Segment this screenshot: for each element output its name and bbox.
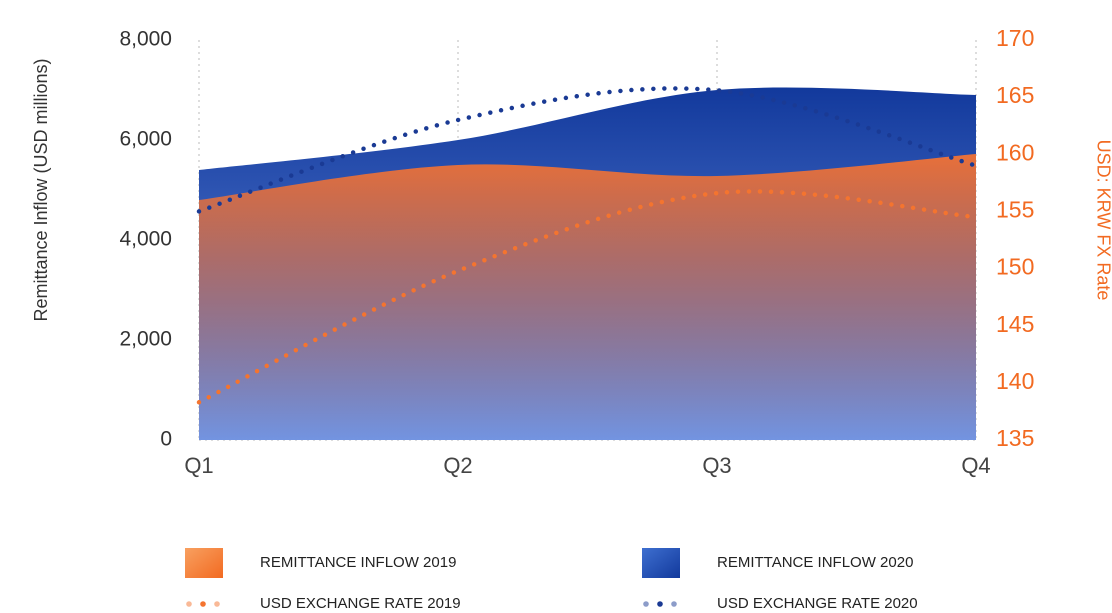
- line: [196, 189, 979, 405]
- legend-swatch: [186, 601, 192, 607]
- x-tick-label: Q1: [184, 453, 213, 478]
- y-tick-label: 6,000: [119, 128, 172, 151]
- y2-axis-label: USD: KRW FX Rate: [1093, 140, 1112, 301]
- area: [199, 154, 976, 440]
- y2-tick-label: 150: [996, 254, 1034, 280]
- legend-swatch: [657, 601, 663, 607]
- legend-label: REMITTANCE INFLOW 2019: [260, 554, 456, 571]
- line: [196, 86, 979, 214]
- legend-label: USD EXCHANGE RATE 2019: [260, 595, 461, 612]
- y-tick-label: 2,000: [119, 328, 172, 351]
- legend-label: REMITTANCE INFLOW 2020: [717, 554, 913, 571]
- y-tick-label: 8,000: [119, 28, 172, 51]
- legend-swatch: [642, 548, 680, 578]
- y-axis-label: Remittance Inflow (USD millions): [31, 58, 51, 321]
- legend-swatch: [185, 548, 223, 578]
- legend-swatch: [671, 601, 677, 607]
- y2-tick-label: 165: [996, 82, 1034, 108]
- legend-swatch: [214, 601, 220, 607]
- y-tick-label: 0: [160, 428, 172, 451]
- y2-tick-label: 170: [996, 25, 1034, 51]
- legend-swatch: [643, 601, 649, 607]
- x-tick-label: Q3: [702, 453, 731, 478]
- y2-tick-label: 160: [996, 139, 1034, 165]
- x-tick-label: Q2: [443, 453, 472, 478]
- legend-label: USD EXCHANGE RATE 2020: [717, 595, 918, 612]
- y-tick-label: 4,000: [119, 228, 172, 251]
- y2-tick-label: 140: [996, 368, 1034, 394]
- x-tick-label: Q4: [961, 453, 990, 478]
- y2-tick-label: 145: [996, 311, 1034, 337]
- y2-tick-label: 155: [996, 197, 1034, 223]
- y2-tick-label: 135: [996, 425, 1034, 451]
- legend-swatch: [200, 601, 206, 607]
